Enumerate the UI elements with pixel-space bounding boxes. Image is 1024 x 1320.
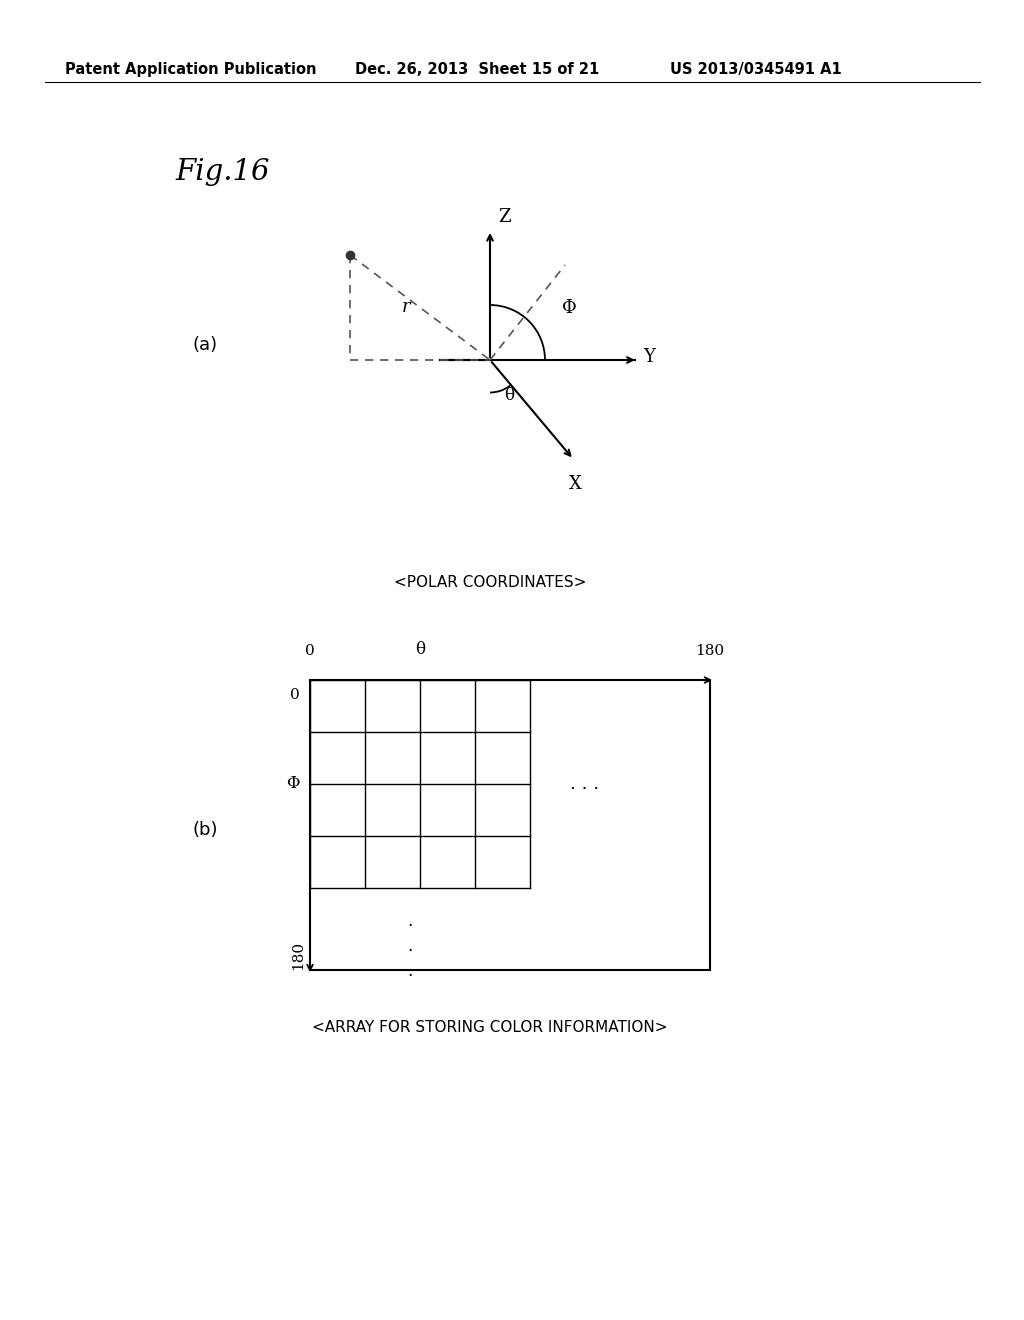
Text: 180: 180 [695,644,725,657]
Text: <ARRAY FOR STORING COLOR INFORMATION>: <ARRAY FOR STORING COLOR INFORMATION> [312,1020,668,1035]
Text: Dec. 26, 2013  Sheet 15 of 21: Dec. 26, 2013 Sheet 15 of 21 [355,62,599,77]
Text: 0: 0 [290,688,300,702]
Text: <POLAR COORDINATES>: <POLAR COORDINATES> [394,576,586,590]
Text: .: . [408,939,413,954]
Text: Z: Z [498,209,511,226]
Text: θ: θ [504,387,514,404]
Text: 0: 0 [305,644,314,657]
Text: .: . [408,913,413,931]
Text: X: X [568,475,582,492]
Text: (b): (b) [193,821,217,840]
Text: . . .: . . . [570,775,599,793]
Text: Patent Application Publication: Patent Application Publication [65,62,316,77]
Text: Fig.16: Fig.16 [175,158,269,186]
Bar [310,680,710,970]
Text: (a): (a) [193,337,217,354]
Text: Φ: Φ [562,300,577,317]
Text: θ: θ [415,642,425,657]
Text: .: . [408,964,413,979]
Text: 180: 180 [291,940,305,970]
Text: r: r [402,298,411,317]
Text: Y: Y [643,348,655,366]
Text: Φ: Φ [287,776,300,792]
Text: US 2013/0345491 A1: US 2013/0345491 A1 [670,62,842,77]
